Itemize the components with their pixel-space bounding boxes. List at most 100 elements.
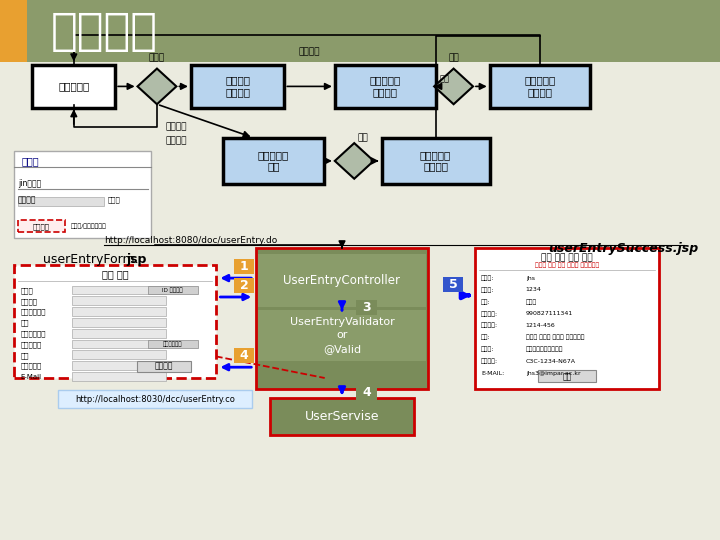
Text: 사용자구분: 사용자구분 — [20, 341, 42, 348]
FancyBboxPatch shape — [356, 300, 377, 315]
Text: 확인: 확인 — [562, 372, 572, 381]
FancyBboxPatch shape — [258, 310, 426, 361]
Text: userEntrySuccess.jsp: userEntrySuccess.jsp — [548, 242, 698, 255]
FancyBboxPatch shape — [270, 398, 414, 435]
Text: 로그인: 로그인 — [149, 53, 165, 62]
FancyBboxPatch shape — [72, 372, 166, 381]
Text: 비밀번호: 비밀번호 — [18, 195, 37, 204]
Text: 주민번호:: 주민번호: — [481, 311, 498, 316]
Text: 1214-456: 1214-456 — [526, 323, 555, 328]
Text: 집전화번호: 집전화번호 — [20, 363, 42, 369]
Text: http://localhost:8080/doc/userEntry.do: http://localhost:8080/doc/userEntry.do — [104, 236, 278, 245]
Text: http://localhost:8030/dcc/userEntry.co: http://localhost:8030/dcc/userEntry.co — [75, 395, 235, 403]
FancyBboxPatch shape — [137, 361, 191, 372]
Text: 실주소:: 실주소: — [481, 347, 495, 352]
FancyBboxPatch shape — [148, 340, 198, 348]
Text: 성명:: 성명: — [481, 299, 490, 305]
Text: UserServise: UserServise — [305, 410, 379, 423]
Text: 주소:: 주소: — [481, 335, 490, 340]
Text: 사용자별
메인화면: 사용자별 메인화면 — [225, 76, 250, 97]
FancyBboxPatch shape — [490, 65, 590, 108]
FancyBboxPatch shape — [14, 265, 216, 378]
FancyBboxPatch shape — [72, 329, 166, 338]
Text: 주민등록번호: 주민등록번호 — [20, 330, 45, 337]
FancyBboxPatch shape — [18, 220, 65, 232]
Text: 로그인: 로그인 — [22, 156, 39, 166]
FancyBboxPatch shape — [72, 340, 166, 348]
Text: 경기도 화성시 거두군 신신아파트: 경기도 화성시 거두군 신신아파트 — [526, 335, 584, 340]
Text: 정보수정: 정보수정 — [299, 47, 320, 56]
Text: UserEntryValidator
or
@Valid: UserEntryValidator or @Valid — [289, 317, 395, 354]
Text: 사용자정보
보기화면: 사용자정보 보기화면 — [524, 76, 556, 97]
FancyBboxPatch shape — [72, 307, 166, 316]
FancyBboxPatch shape — [258, 254, 426, 307]
Polygon shape — [335, 143, 374, 179]
Text: 사용자정보
보기화면: 사용자정보 보기화면 — [420, 150, 451, 172]
FancyBboxPatch shape — [191, 65, 284, 108]
Polygon shape — [434, 69, 473, 104]
Text: userEntryForm.: userEntryForm. — [43, 253, 139, 266]
Text: 1234: 1234 — [526, 287, 541, 293]
FancyBboxPatch shape — [223, 138, 324, 184]
Text: 유저 등록 완료 화면: 유저 등록 완료 화면 — [541, 254, 593, 262]
Text: 카드번호:: 카드번호: — [481, 359, 498, 364]
Text: 우편번호검색: 우편번호검색 — [163, 341, 183, 347]
FancyBboxPatch shape — [234, 259, 254, 274]
FancyBboxPatch shape — [234, 278, 254, 293]
Text: 회원 가입: 회원 가입 — [102, 269, 128, 279]
Text: 등록명:: 등록명: — [481, 275, 495, 281]
Text: 사용자등록
화면: 사용자등록 화면 — [258, 150, 289, 172]
FancyBboxPatch shape — [58, 390, 252, 408]
Text: 이희상: 이희상 — [526, 299, 537, 305]
FancyBboxPatch shape — [256, 248, 428, 389]
FancyBboxPatch shape — [18, 197, 104, 206]
Text: 사용자정보
수정화면: 사용자정보 수정화면 — [369, 76, 401, 97]
Text: 회원가입: 회원가입 — [50, 10, 158, 52]
Text: jhs: jhs — [526, 275, 534, 281]
FancyBboxPatch shape — [335, 65, 436, 108]
Bar — [27, 0, 720, 62]
Text: C3C-1234-N67A: C3C-1234-N67A — [526, 359, 575, 364]
Text: E-Mail: E-Mail — [20, 374, 41, 380]
Text: 로그인화면: 로그인화면 — [58, 82, 89, 91]
Text: 2: 2 — [240, 279, 248, 292]
Text: 확인: 확인 — [358, 133, 369, 143]
Text: UserEntryController: UserEntryController — [284, 274, 400, 287]
Text: 우편번호:: 우편번호: — [481, 323, 498, 328]
Text: 비밀번호확인: 비밀번호확인 — [20, 309, 45, 315]
FancyBboxPatch shape — [72, 296, 166, 305]
Text: ID 중복검사: ID 중복검사 — [163, 287, 183, 293]
FancyBboxPatch shape — [475, 248, 659, 389]
Text: 회원가입: 회원가입 — [32, 223, 50, 230]
FancyBboxPatch shape — [356, 384, 377, 400]
FancyBboxPatch shape — [72, 350, 166, 359]
Text: 5: 5 — [449, 278, 457, 291]
Text: 아이디:: 아이디: — [481, 287, 495, 293]
FancyBboxPatch shape — [234, 348, 254, 363]
FancyBboxPatch shape — [72, 361, 166, 370]
Text: 아이디/비밀번호찾기: 아이디/비밀번호찾기 — [71, 224, 107, 229]
Text: 회원가입: 회원가입 — [166, 136, 187, 145]
Text: 로그인: 로그인 — [108, 197, 121, 203]
Text: 비밀번호: 비밀번호 — [20, 298, 37, 305]
Text: 이름: 이름 — [20, 320, 29, 326]
FancyBboxPatch shape — [32, 65, 115, 108]
Text: jhs3@impar.ac.kr: jhs3@impar.ac.kr — [526, 370, 580, 376]
Text: 3: 3 — [362, 301, 371, 314]
Polygon shape — [138, 69, 176, 104]
FancyBboxPatch shape — [72, 286, 166, 294]
Text: 회원가입: 회원가입 — [155, 362, 174, 370]
Text: 아이디: 아이디 — [20, 287, 33, 294]
FancyBboxPatch shape — [148, 286, 198, 294]
Text: 990827111341: 990827111341 — [526, 311, 573, 316]
Text: 다음에 같이 율처 등록이 되었습니다: 다음에 같이 율처 등록이 되었습니다 — [535, 263, 599, 268]
Text: jin아이디: jin아이디 — [18, 179, 41, 188]
Text: 4: 4 — [362, 386, 371, 399]
Text: 주소: 주소 — [20, 352, 29, 359]
Text: 4: 4 — [240, 349, 248, 362]
FancyBboxPatch shape — [382, 138, 490, 184]
FancyBboxPatch shape — [14, 151, 151, 238]
FancyBboxPatch shape — [72, 318, 166, 327]
FancyBboxPatch shape — [443, 277, 463, 292]
Text: 1: 1 — [240, 260, 248, 273]
